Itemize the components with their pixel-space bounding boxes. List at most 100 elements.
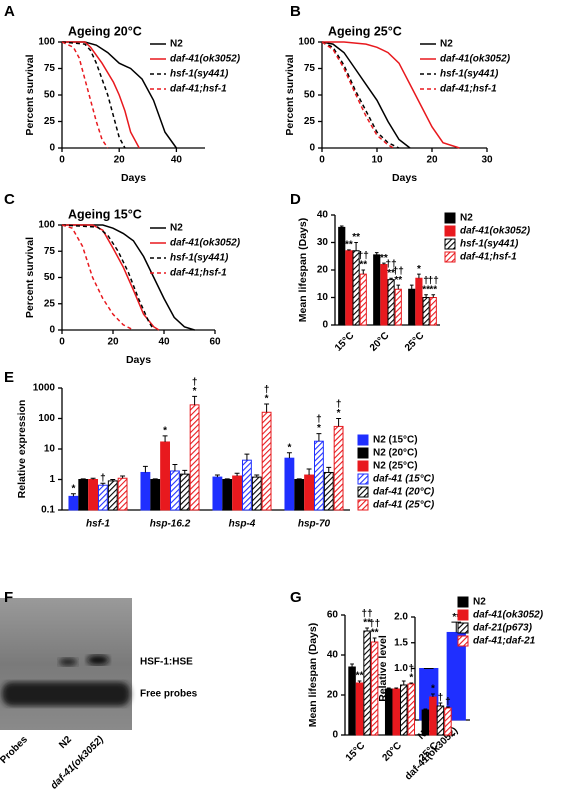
error-bar <box>254 474 260 478</box>
bar <box>333 425 344 511</box>
bar <box>400 684 408 736</box>
bar <box>314 440 324 511</box>
x-tick-label: 0 <box>319 155 325 166</box>
gel-band <box>87 655 109 665</box>
legend-label: hsf-1(sy441) <box>440 69 499 80</box>
bar <box>323 471 334 511</box>
bar <box>422 297 430 326</box>
gel-band <box>2 682 130 706</box>
legend-label: daf-41(ok3052) <box>460 226 531 237</box>
significance-label: †† <box>362 609 373 620</box>
gel-image <box>0 598 132 730</box>
y-tick-label: 25 <box>304 116 316 127</box>
legend-label: N2 <box>170 223 183 234</box>
y-tick-label: 75 <box>44 63 56 74</box>
x-axis-label: Days <box>121 172 146 184</box>
error-bar <box>372 637 377 642</box>
y-tick-label: 1 <box>49 474 55 485</box>
bar <box>345 250 353 326</box>
bar <box>170 470 180 511</box>
error-bar <box>423 708 428 710</box>
error-bar <box>244 453 250 461</box>
legend-swatch <box>357 460 369 472</box>
x-tick-label: hsf-1 <box>86 519 110 530</box>
bar <box>338 226 346 326</box>
x-axis-label: Days <box>392 172 417 184</box>
legend-label: N2 <box>473 597 486 608</box>
error-bar <box>361 269 366 275</box>
y-axis-label: Percent survival <box>24 237 36 318</box>
legend-label: daf-41 (15°C) <box>373 474 435 485</box>
y-tick-label: 75 <box>304 63 316 74</box>
legend-swatch <box>357 486 369 498</box>
error-bar <box>162 435 168 442</box>
significance-label: ** <box>359 260 367 271</box>
error-bar <box>389 277 393 280</box>
legend-label: daf-41 (20°C) <box>373 487 435 498</box>
legend-swatch <box>357 447 369 459</box>
x-tick-label: 0 <box>59 155 65 166</box>
y-tick-label: 1000 <box>33 383 56 394</box>
significance-label: †† <box>386 259 397 270</box>
bar <box>284 457 295 511</box>
error-bar <box>152 478 158 480</box>
bar <box>384 688 393 736</box>
bar <box>436 705 445 736</box>
x-tick-label: 30 <box>481 155 493 166</box>
bar <box>189 404 200 511</box>
y-tick-label: 100 <box>38 37 55 48</box>
legend-label: daf-41;hsf-1 <box>170 268 227 279</box>
x-axis-label: Days <box>126 354 151 366</box>
significance-label: †† <box>358 251 369 262</box>
bar <box>160 441 171 511</box>
bar <box>407 683 416 736</box>
bar <box>117 477 128 511</box>
error-bar <box>424 294 428 298</box>
significance-label: * <box>265 394 269 405</box>
bar <box>421 709 430 736</box>
error-bar <box>431 294 436 298</box>
significance-label: † <box>192 377 198 388</box>
y-tick-label: 0 <box>332 730 338 741</box>
significance-label: ** <box>387 268 395 279</box>
chart-title: Ageing 20°C <box>68 24 142 38</box>
error-bar <box>264 403 270 413</box>
x-tick-label: hsp-70 <box>298 519 331 530</box>
x-tick-label: 20°C <box>380 740 404 764</box>
survival-line <box>321 41 394 149</box>
panel-letter: B <box>290 3 301 20</box>
significance-label: * <box>163 425 167 436</box>
panel-letter: E <box>4 369 14 386</box>
y-axis-label: Relative level <box>377 635 389 702</box>
significance-label: * <box>287 442 291 453</box>
error-bar <box>382 262 386 265</box>
y-axis-label: Mean lifespan (Days) <box>307 623 319 727</box>
significance-label: ** <box>352 232 360 243</box>
legend-label: daf-41(ok3052) <box>473 610 544 621</box>
legend-label: hsf-1(sy441) <box>460 239 519 250</box>
error-bar <box>70 493 76 497</box>
legend-swatch <box>457 635 469 647</box>
legend-label: daf-41;daf-21 <box>473 636 536 647</box>
significance-label: ** <box>356 671 364 682</box>
significance-label: † <box>264 385 270 396</box>
legend-label: N2 (20°C) <box>373 448 418 459</box>
bar <box>261 411 272 511</box>
x-tick-label: 20 <box>426 155 438 166</box>
y-tick-label: 25 <box>44 298 56 309</box>
legend-label: daf-41;hsf-1 <box>460 252 517 263</box>
error-bar <box>286 452 292 459</box>
significance-label: * <box>193 386 197 397</box>
bar <box>359 273 367 326</box>
bar <box>150 479 161 511</box>
bar <box>242 459 252 511</box>
error-bar <box>354 242 358 251</box>
error-bar <box>296 478 302 480</box>
y-tick-label: 1.5 <box>394 637 408 648</box>
x-tick-label: 15°C <box>344 740 368 764</box>
error-bar <box>316 433 322 442</box>
error-bar <box>234 472 240 477</box>
bar <box>380 264 388 326</box>
error-bar <box>214 474 220 478</box>
bar <box>68 495 79 511</box>
